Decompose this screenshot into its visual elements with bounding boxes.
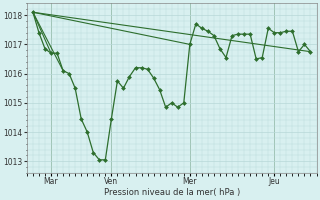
X-axis label: Pression niveau de la mer( hPa ): Pression niveau de la mer( hPa ) [104,188,240,197]
